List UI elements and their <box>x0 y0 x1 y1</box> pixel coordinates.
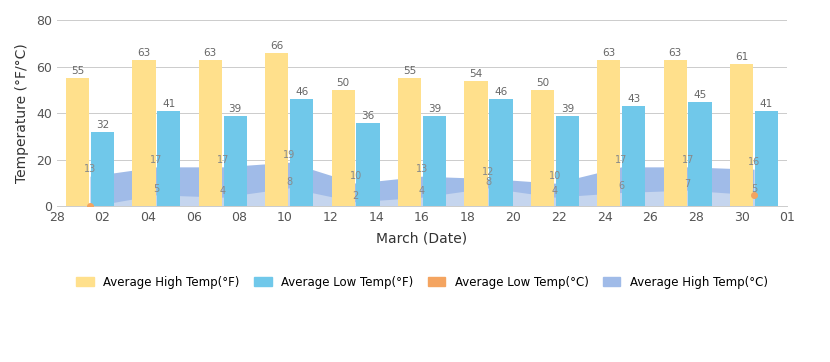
Bar <box>223 115 247 206</box>
Text: 17: 17 <box>217 155 229 165</box>
Bar <box>265 52 288 206</box>
Text: 4: 4 <box>220 186 226 196</box>
Text: 39: 39 <box>228 104 242 114</box>
Text: 10: 10 <box>349 171 362 181</box>
Text: 63: 63 <box>603 48 615 58</box>
Text: 46: 46 <box>495 87 507 97</box>
Text: 41: 41 <box>760 99 774 109</box>
Text: 61: 61 <box>735 52 749 62</box>
Bar <box>290 99 313 206</box>
Text: 39: 39 <box>428 104 441 114</box>
Text: 32: 32 <box>95 120 109 130</box>
Bar <box>622 106 646 206</box>
Text: 41: 41 <box>162 99 175 109</box>
Text: 55: 55 <box>71 66 84 76</box>
X-axis label: March (Date): March (Date) <box>377 231 467 245</box>
Text: 8: 8 <box>486 177 491 187</box>
Bar <box>598 60 621 206</box>
Bar <box>555 115 579 206</box>
Legend: Average High Temp(°F), Average Low Temp(°F), Average Low Temp(°C), Average High : Average High Temp(°F), Average Low Temp(… <box>73 272 771 292</box>
Bar <box>530 90 554 206</box>
Bar <box>422 115 446 206</box>
Bar <box>489 99 512 206</box>
Bar <box>132 60 155 206</box>
Text: 17: 17 <box>150 155 163 165</box>
Y-axis label: Temperature (°F/°C): Temperature (°F/°C) <box>15 43 29 183</box>
Bar <box>464 81 487 206</box>
Text: 2: 2 <box>353 191 359 201</box>
Bar <box>331 90 354 206</box>
Text: 4: 4 <box>419 186 425 196</box>
Text: 13: 13 <box>84 164 96 174</box>
Text: 43: 43 <box>627 94 640 104</box>
Text: 50: 50 <box>536 78 549 88</box>
Text: 17: 17 <box>615 155 627 165</box>
Text: 17: 17 <box>681 155 694 165</box>
Bar <box>398 78 421 206</box>
Bar <box>730 64 754 206</box>
Text: 63: 63 <box>137 48 150 58</box>
Text: 7: 7 <box>685 179 691 189</box>
Text: 36: 36 <box>361 111 374 121</box>
Text: 5: 5 <box>751 184 757 194</box>
Bar <box>157 111 180 206</box>
Bar <box>689 102 712 206</box>
Text: 54: 54 <box>470 69 482 79</box>
Bar <box>198 60 222 206</box>
Text: 12: 12 <box>482 167 495 177</box>
Bar <box>755 111 779 206</box>
Bar <box>356 123 379 206</box>
Text: 4: 4 <box>552 186 558 196</box>
Bar <box>66 78 89 206</box>
Text: 55: 55 <box>403 66 416 76</box>
Text: 66: 66 <box>270 41 283 51</box>
Text: 5: 5 <box>154 184 159 194</box>
Text: 45: 45 <box>694 90 706 100</box>
Text: 39: 39 <box>561 104 574 114</box>
Text: 10: 10 <box>549 171 561 181</box>
Text: 13: 13 <box>416 164 428 174</box>
Text: 16: 16 <box>748 157 760 167</box>
Text: 63: 63 <box>669 48 681 58</box>
Text: 6: 6 <box>618 181 624 191</box>
Text: 19: 19 <box>283 150 295 160</box>
Text: 63: 63 <box>203 48 217 58</box>
Bar <box>664 60 687 206</box>
Bar <box>90 132 114 206</box>
Text: 46: 46 <box>295 87 308 97</box>
Text: 50: 50 <box>337 78 349 88</box>
Text: 8: 8 <box>286 177 292 187</box>
